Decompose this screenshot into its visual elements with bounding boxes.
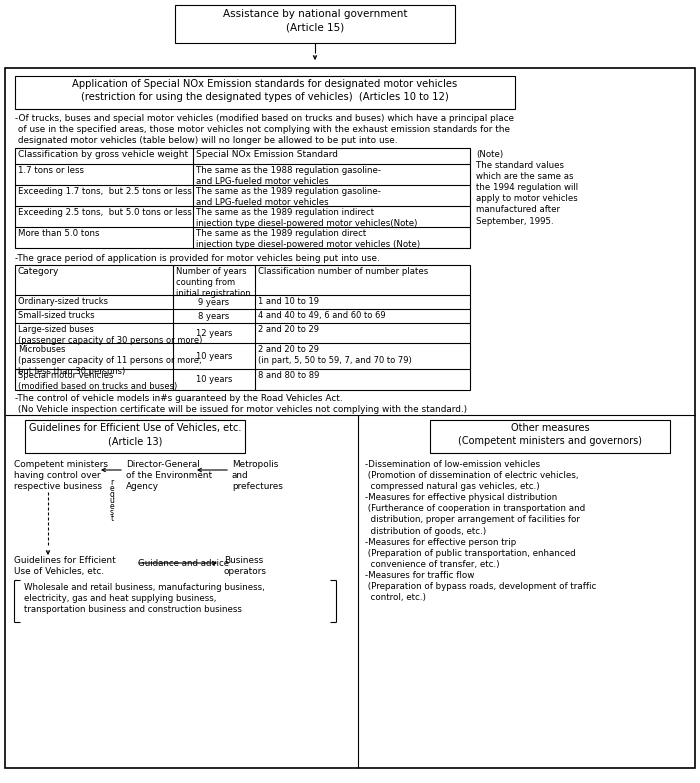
Bar	[5, 68, 695, 768]
Text: More than 5.0 tons: More than 5.0 tons	[18, 229, 99, 238]
Text: q: q	[110, 490, 114, 499]
Text: (Competent ministers and governors): (Competent ministers and governors)	[458, 436, 642, 446]
Text: Ordinary-sized trucks: Ordinary-sized trucks	[18, 297, 108, 306]
Text: Assistance by national government: Assistance by national government	[223, 9, 407, 19]
Text: (Article 15): (Article 15)	[286, 22, 344, 32]
Text: Special motor vehicles
(modified based on trucks and buses): Special motor vehicles (modified based o…	[18, 371, 177, 391]
Text: Exceeding 1.7 tons,  but 2.5 tons or less: Exceeding 1.7 tons, but 2.5 tons or less	[18, 187, 192, 196]
Bar	[15, 265, 470, 390]
Text: Number of years
counting from
initial registration: Number of years counting from initial re…	[176, 267, 251, 298]
Text: Guidelines for Efficient
Use of Vehicles, etc.: Guidelines for Efficient Use of Vehicles…	[14, 556, 116, 576]
Bar	[25, 420, 245, 453]
Text: Classification by gross vehicle weight: Classification by gross vehicle weight	[18, 150, 188, 159]
Text: Category: Category	[18, 267, 60, 276]
Text: r: r	[111, 478, 113, 487]
Text: (restriction for using the designated types of vehicles)  (Articles 10 to 12): (restriction for using the designated ty…	[81, 92, 449, 102]
Text: Application of Special NOx Emission standards for designated motor vehicles: Application of Special NOx Emission stan…	[72, 79, 458, 89]
Text: -The grace period of application is provided for motor vehicles being put into u: -The grace period of application is prov…	[15, 254, 379, 263]
Text: Competent ministers
having control over
respective business: Competent ministers having control over …	[14, 460, 108, 491]
Bar	[15, 148, 470, 248]
Text: e: e	[110, 502, 114, 511]
Text: e: e	[110, 484, 114, 493]
Text: Director-General
of the Environment
Agency: Director-General of the Environment Agen…	[126, 460, 212, 491]
Text: 10 years: 10 years	[196, 376, 232, 384]
Text: Exceeding 2.5 tons,  but 5.0 tons or less: Exceeding 2.5 tons, but 5.0 tons or less	[18, 208, 192, 217]
Text: Special NOx Emission Standard: Special NOx Emission Standard	[196, 150, 338, 159]
Text: The same as the 1988 regulation gasoline-
and LPG-fueled motor vehicles: The same as the 1988 regulation gasoline…	[196, 166, 381, 186]
Text: t: t	[111, 514, 113, 523]
Text: -Of trucks, buses and special motor vehicles (modified based on trucks and buses: -Of trucks, buses and special motor vehi…	[15, 114, 514, 145]
Text: (Note)
The standard values
which are the same as
the 1994 regulation will
apply : (Note) The standard values which are the…	[476, 150, 578, 226]
Text: 2 and 20 to 29
(in part, 5, 50 to 59, 7, and 70 to 79): 2 and 20 to 29 (in part, 5, 50 to 59, 7,…	[258, 345, 412, 365]
Text: Business
operators: Business operators	[224, 556, 267, 576]
Text: Guidelines for Efficient Use of Vehicles, etc.: Guidelines for Efficient Use of Vehicles…	[29, 423, 242, 433]
Text: -The control of vehicle models in#s guaranteed by the Road Vehicles Act.
 (No Ve: -The control of vehicle models in#s guar…	[15, 394, 467, 414]
Text: 8 and 80 to 89: 8 and 80 to 89	[258, 371, 319, 380]
Text: Classification number of number plates: Classification number of number plates	[258, 267, 428, 276]
Text: 2 and 20 to 29: 2 and 20 to 29	[258, 325, 319, 334]
Text: s: s	[110, 508, 114, 517]
Text: -Dissemination of low-emission vehicles
 (Promotion of dissemination of electric: -Dissemination of low-emission vehicles …	[365, 460, 596, 602]
Text: Wholesale and retail business, manufacturing business,
electricity, gas and heat: Wholesale and retail business, manufactu…	[24, 583, 265, 614]
Text: 1.7 tons or less: 1.7 tons or less	[18, 166, 84, 175]
Text: Large-sized buses
(passenger capacity of 30 persons or more): Large-sized buses (passenger capacity of…	[18, 325, 202, 345]
Text: u: u	[110, 496, 114, 505]
Text: Microbuses
(passenger capacity of 11 persons or more,
but less than 30 persons): Microbuses (passenger capacity of 11 per…	[18, 345, 202, 376]
Text: 4 and 40 to 49, 6 and 60 to 69: 4 and 40 to 49, 6 and 60 to 69	[258, 311, 386, 320]
Text: The same as the 1989 regulation gasoline-
and LPG-fueled motor vehicles: The same as the 1989 regulation gasoline…	[196, 187, 381, 207]
Text: 12 years: 12 years	[196, 329, 232, 338]
Text: The same as the 1989 regulation direct
injection type diesel-powered motor vehic: The same as the 1989 regulation direct i…	[196, 229, 420, 249]
Text: The same as the 1989 regulation indirect
injection type diesel-powered motor veh: The same as the 1989 regulation indirect…	[196, 208, 417, 228]
Text: 9 years: 9 years	[198, 298, 230, 307]
Text: 1 and 10 to 19: 1 and 10 to 19	[258, 297, 319, 306]
Bar	[175, 5, 455, 43]
Text: (Article 13): (Article 13)	[108, 436, 162, 446]
Text: Small-sized trucks: Small-sized trucks	[18, 311, 95, 320]
Text: Metropolis
and
prefectures: Metropolis and prefectures	[232, 460, 283, 491]
Text: Other measures: Other measures	[511, 423, 589, 433]
Text: 8 years: 8 years	[198, 312, 230, 321]
Text: 10 years: 10 years	[196, 352, 232, 361]
Text: Guidance and advice: Guidance and advice	[138, 559, 229, 568]
Bar	[15, 76, 515, 109]
Bar	[430, 420, 670, 453]
